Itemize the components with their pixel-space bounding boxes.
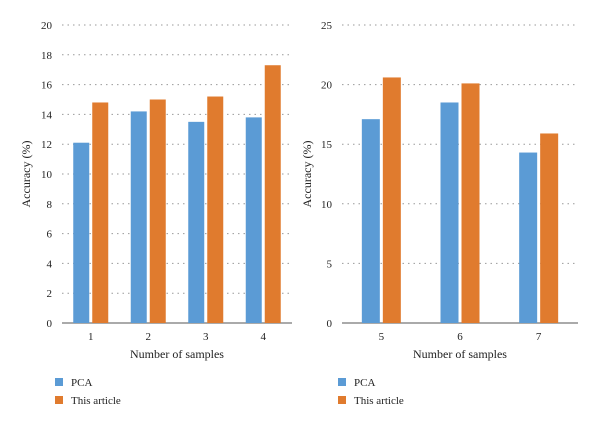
chart2-bar-this-article-5 [382, 77, 401, 323]
chart1-legend-label-this-article: This article [71, 395, 121, 407]
chart1-y-tick-label: 18 [41, 50, 53, 62]
chart1-bar-pca-1 [73, 142, 90, 323]
chart1-bar-pca-3 [188, 121, 205, 323]
chart1-bar-pca-4 [245, 117, 262, 323]
chart2-y-tick-label: 20 [321, 80, 333, 92]
chart2-legend-label-pca: PCA [354, 377, 375, 389]
chart2-bar-pca-7 [519, 152, 538, 323]
chart2-bar-this-article-7 [540, 133, 559, 323]
chart1-legend-swatch-this-article [55, 396, 63, 404]
chart1-legend-swatch-pca [55, 378, 63, 386]
chart1-y-tick-label: 8 [47, 199, 53, 211]
chart2-y-tick-label: 15 [321, 139, 333, 151]
chart2-x-axis-label: Number of samples [413, 347, 507, 361]
chart1-x-tick-label: 2 [146, 331, 152, 343]
chart2-bar-this-article-6 [461, 83, 480, 324]
chart2-legend-label-this-article: This article [354, 395, 404, 407]
chart1-x-tick-label: 4 [261, 331, 267, 343]
chart1-y-tick-label: 12 [41, 139, 52, 151]
chart1-y-tick-label: 10 [41, 169, 53, 181]
chart1-y-tick-label: 16 [41, 80, 53, 92]
chart1-y-tick-label: 14 [41, 109, 53, 121]
chart1-bar-this-article-3 [207, 96, 224, 324]
chart2-x-tick-label: 5 [379, 331, 385, 343]
chart2-y-tick-label: 0 [327, 318, 333, 330]
chart1-x-axis-label: Number of samples [130, 347, 224, 361]
chart2-y-tick-label: 10 [321, 199, 333, 211]
chart1-y-tick-label: 2 [47, 288, 53, 300]
chart1-y-tick-label: 4 [47, 258, 53, 270]
chart1-legend-label-pca: PCA [71, 377, 92, 389]
chart1-x-tick-label: 3 [203, 331, 209, 343]
chart1-y-tick-label: 0 [47, 318, 53, 330]
chart1-y-tick-label: 20 [41, 20, 53, 32]
chart2-legend-swatch-pca [338, 378, 346, 386]
chart2-y-axis-label: Accuracy (%) [300, 141, 314, 208]
chart1-bar-pca-2 [130, 111, 147, 323]
chart1-y-axis-label: Accuracy (%) [19, 141, 33, 208]
chart1-y-tick-label: 6 [47, 229, 53, 241]
chart1-bar-this-article-1 [92, 102, 109, 323]
chart2-y-tick-label: 25 [321, 20, 333, 32]
chart2-x-tick-label: 7 [536, 331, 542, 343]
chart1-bar-this-article-2 [149, 99, 166, 323]
chart2-bar-pca-6 [440, 102, 459, 323]
chart2-bar-pca-5 [361, 119, 380, 323]
chart2-legend-swatch-this-article [338, 396, 346, 404]
chart1-bar-this-article-4 [264, 65, 281, 323]
chart2-x-tick-label: 6 [457, 331, 463, 343]
chart1-x-tick-label: 1 [88, 331, 94, 343]
chart2-y-tick-label: 5 [327, 258, 333, 270]
